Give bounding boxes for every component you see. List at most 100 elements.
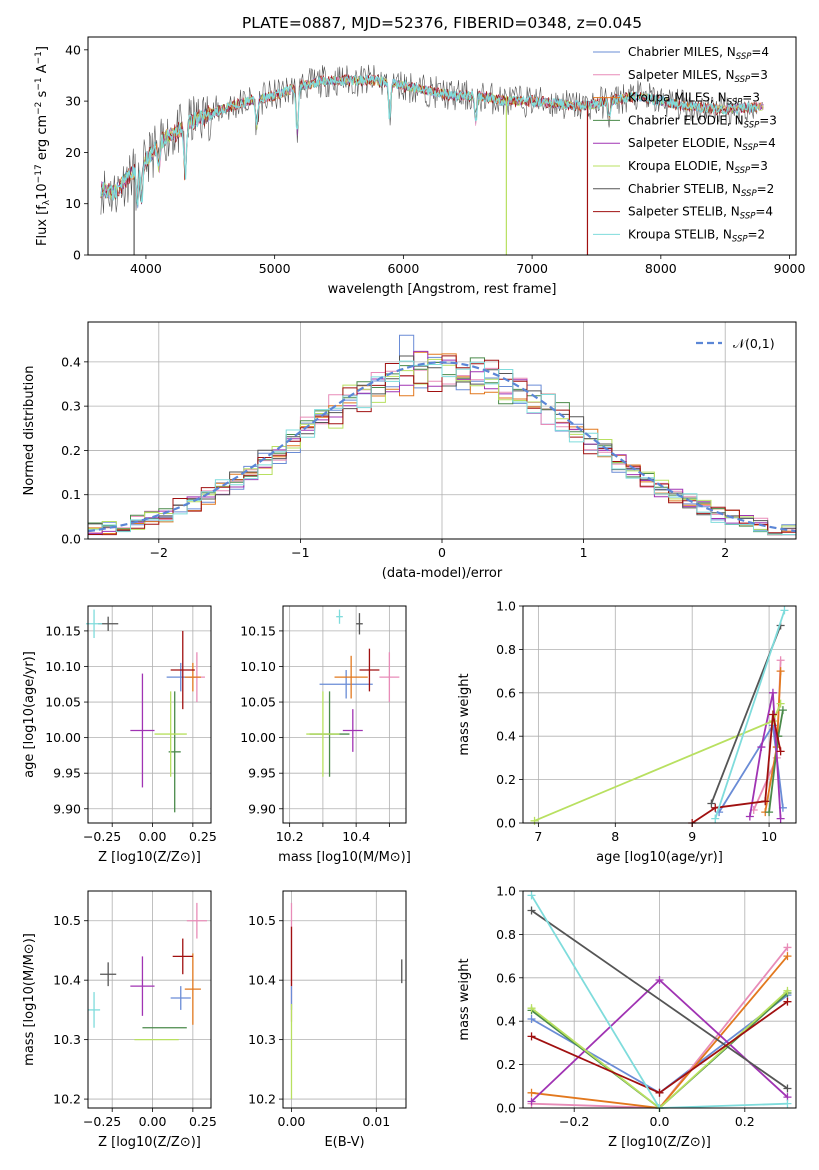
- y-tick-label: 1.0: [496, 599, 516, 614]
- x-axis-label: mass [log10(M/M⊙)]: [278, 850, 411, 865]
- series-marker: [761, 797, 770, 806]
- series-marker: [768, 688, 777, 697]
- y-tick-label: 0.0: [496, 1101, 516, 1116]
- x-tick-label: 0.25: [189, 1114, 217, 1129]
- y-tick-label: 10.3: [248, 1032, 276, 1047]
- series-marker: [757, 743, 766, 752]
- histogram-step: [88, 360, 796, 536]
- x-tick-label: 0.25: [189, 829, 217, 844]
- series-marker: [711, 814, 720, 823]
- y-tick-label: 20: [65, 145, 81, 160]
- y-tick-label: 0.2: [61, 443, 81, 458]
- axes-frame: [87, 890, 212, 1109]
- series-marker: [783, 952, 792, 961]
- x-tick-label: 0.00: [139, 1114, 167, 1129]
- series-marker: [783, 986, 792, 995]
- series-marker: [768, 710, 777, 719]
- x-axis-label: (data-model)/error: [382, 566, 503, 581]
- y-tick-label: 10.3: [53, 1032, 81, 1047]
- x-tick-label: −1: [291, 545, 309, 560]
- x-tick-label: 0.01: [362, 1114, 390, 1129]
- y-tick-label: 0.4: [61, 354, 81, 369]
- series-marker: [655, 975, 664, 984]
- series-line: [749, 692, 782, 819]
- spectrum-chart: 4000 5000 6000 7000 8000 9000 0 10 20 30 40 wavelen…: [34, 14, 806, 297]
- massweight_vs_Z-chart: −0.2 0.0 0.2 0.0 0.2 0.4 0.6 0.8 1.0 Z [log10(Z/Z…: [457, 884, 797, 1150]
- legend-label: Chabrier MILES, NSSP=4: [628, 45, 769, 62]
- x-tick-label: 2: [721, 545, 729, 560]
- x-tick-label: 8000: [645, 261, 677, 276]
- legend-label: Chabrier STELIB, NSSP=2: [628, 182, 774, 199]
- y-tick-label: 10.00: [45, 730, 81, 745]
- y-tick-label: 10.00: [240, 730, 276, 745]
- series-marker: [776, 814, 785, 823]
- series-line: [691, 714, 782, 824]
- y-tick-label: 0.0: [61, 532, 81, 547]
- series-marker: [655, 1088, 664, 1097]
- series-marker: [527, 906, 536, 915]
- series-marker: [776, 747, 785, 756]
- series-marker: [527, 1097, 536, 1106]
- series-marker: [707, 799, 716, 808]
- y-axis-label: mass [log10(M/M⊙)]: [22, 933, 37, 1066]
- y-axis-label: Normed distribution: [22, 366, 37, 496]
- legend-label: Kroupa STELIB, NSSP=2: [628, 227, 765, 244]
- x-tick-label: 7: [534, 829, 542, 844]
- series-marker: [776, 699, 785, 708]
- y-tick-label: 0.0: [496, 816, 516, 831]
- x-tick-label: 9: [688, 829, 696, 844]
- axes-frame: [87, 36, 797, 256]
- y-tick-label: 10.05: [45, 695, 81, 710]
- y-tick-label: 10.2: [53, 1092, 81, 1107]
- x-tick-label: 0.00: [139, 829, 167, 844]
- y-tick-label: 10.05: [240, 695, 276, 710]
- x-tick-label: 0.2: [735, 1114, 755, 1129]
- x-tick-label: 0.0: [650, 1114, 670, 1129]
- y-axis-label: Flux [fλ10−17 erg cm−2 s−1 A−1]: [34, 46, 52, 246]
- series-marker: [783, 943, 792, 952]
- y-tick-label: 9.95: [53, 766, 81, 781]
- y-tick-label: 10.4: [53, 973, 81, 988]
- series-line: [530, 909, 789, 1090]
- y-tick-label: 1.0: [496, 884, 516, 899]
- y-tick-label: 10.10: [240, 659, 276, 674]
- y-tick-label: 0.8: [496, 927, 516, 942]
- y-tick-label: 0.2: [496, 1057, 516, 1072]
- spectrum-line: [100, 74, 758, 206]
- legend-label: Salpeter MILES, NSSP=3: [628, 68, 768, 85]
- y-tick-label: 30: [65, 94, 81, 109]
- mass_vs_Z-chart: −0.25 0.00 0.25 10.2 10.3 10.4 10.5 Z [log10(Z/…: [22, 890, 217, 1150]
- x-tick-label: −0.25: [83, 829, 121, 844]
- y-tick-label: 10: [65, 196, 81, 211]
- axes-frame: [522, 605, 797, 824]
- residuals-chart: −2 −1 0 1 2 0.0 0.1 0.2 0.3 0.4 (data-model)/error…: [22, 321, 797, 581]
- x-tick-label: 10.2: [276, 829, 304, 844]
- y-tick-label: 40: [65, 42, 81, 57]
- y-tick-label: 10.15: [45, 623, 81, 638]
- y-tick-label: 0.3: [61, 399, 81, 414]
- y-axis-label: mass weight: [457, 958, 472, 1040]
- x-axis-label: age [log10(age/yr)]: [596, 850, 723, 865]
- x-tick-label: 0: [438, 545, 446, 560]
- y-tick-label: 10.5: [53, 913, 81, 928]
- y-tick-label: 10.15: [240, 623, 276, 638]
- y-tick-label: 0.6: [496, 685, 516, 700]
- legend-label: Salpeter STELIB, NSSP=4: [628, 205, 773, 222]
- mass_vs_EBV-chart: 0.00 0.01 10.2 10.3 10.4 10.5 E(B-V): [248, 890, 407, 1150]
- legend-label: Salpeter ELODIE, NSSP=4: [628, 136, 776, 153]
- normal-curve: [87, 361, 797, 533]
- y-axis-label: mass weight: [457, 673, 472, 755]
- age_vs_mass-chart: 10.2 10.4 9.90 9.95 10.00 10.05 10.10 10.15 mass…: [240, 605, 411, 865]
- x-tick-label: 7000: [516, 261, 548, 276]
- x-axis-label: Z [log10(Z/Z⊙)]: [98, 1135, 201, 1150]
- x-tick-label: 9000: [774, 261, 806, 276]
- legend-label: 𝒩(0,1): [733, 336, 775, 351]
- series-marker: [778, 706, 787, 715]
- y-tick-label: 0.1: [61, 487, 81, 502]
- y-tick-label: 10.2: [248, 1092, 276, 1107]
- y-tick-label: 10.5: [248, 913, 276, 928]
- x-tick-label: 10: [761, 829, 777, 844]
- y-tick-label: 10.4: [248, 973, 276, 988]
- series-marker: [776, 667, 785, 676]
